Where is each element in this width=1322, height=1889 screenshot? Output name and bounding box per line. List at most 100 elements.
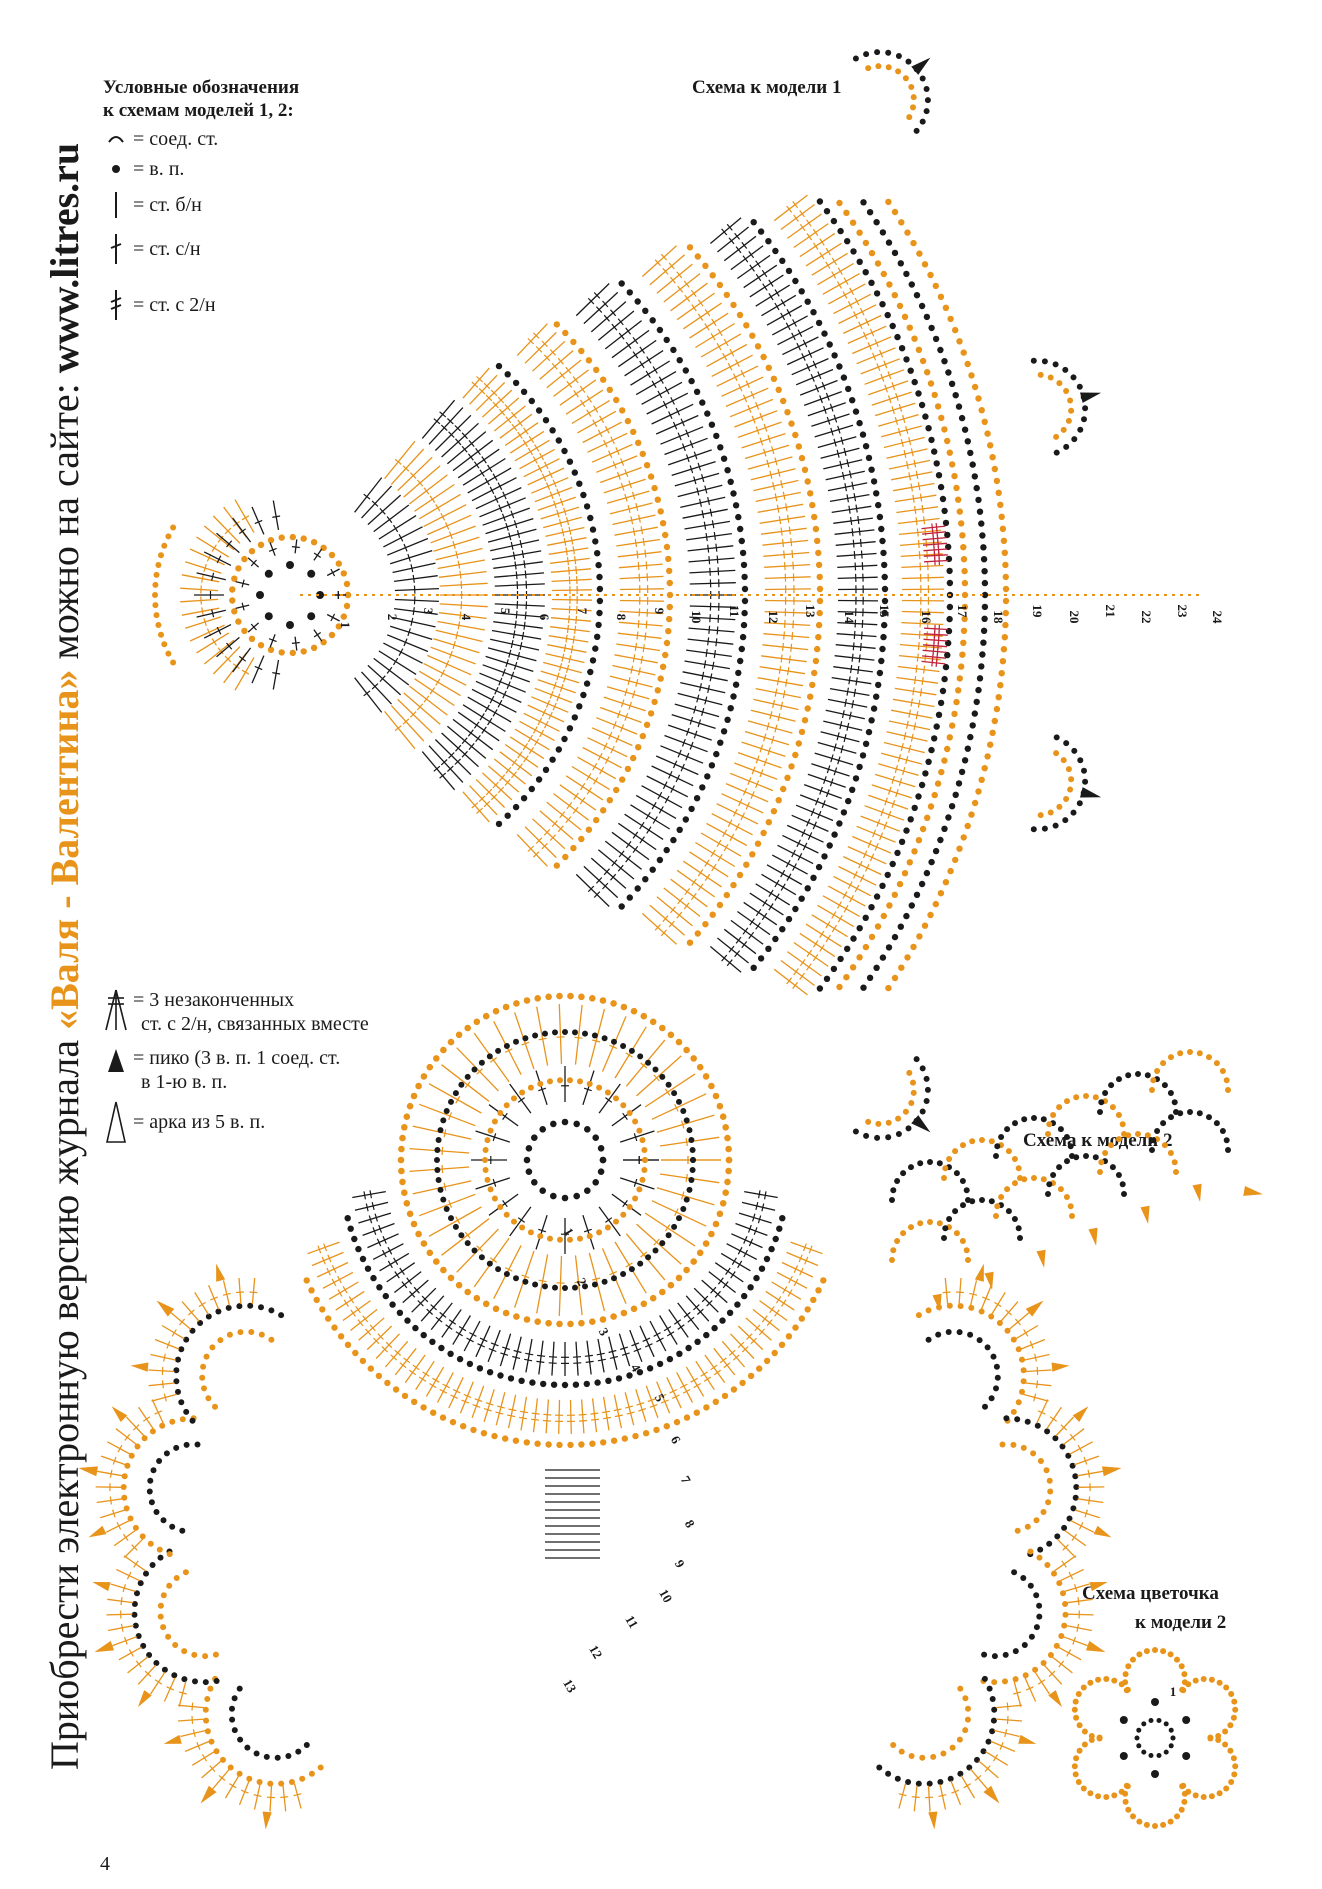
chain-dot [601, 1035, 608, 1042]
stitch-cross [505, 659, 509, 668]
chain-dot [503, 1043, 510, 1049]
stitch-cross [593, 891, 601, 898]
chain-dot [932, 335, 940, 343]
chain-dot [636, 1186, 643, 1193]
stitch-cross [802, 339, 808, 348]
chain-dot [708, 1082, 715, 1090]
stitch [803, 390, 842, 407]
chain-dot [343, 602, 351, 610]
stitch-cross [570, 645, 574, 654]
chain-dot [958, 414, 966, 422]
stitch-cross [133, 1560, 139, 1568]
chain-dot [1228, 1691, 1235, 1697]
stitch-cross [969, 1292, 978, 1296]
stitch-cross [942, 1291, 951, 1294]
chain-dot [267, 537, 275, 544]
chain-dot [434, 1157, 440, 1163]
chain-dot [991, 1653, 998, 1660]
stitch-cross [696, 1308, 704, 1315]
stitch-cross [455, 438, 462, 446]
stitch [437, 559, 486, 570]
chain-dot [863, 51, 870, 58]
stitch [441, 1064, 490, 1102]
chain-dot [495, 1047, 502, 1054]
stitch [591, 443, 633, 463]
stitch [282, 1785, 287, 1812]
chain-dot [860, 984, 867, 991]
stitch-cross [704, 696, 708, 705]
chain-dot [487, 1127, 494, 1134]
stitch [1062, 1636, 1088, 1647]
chain-dot [891, 292, 898, 299]
stitch [430, 1302, 453, 1331]
chain-dot [894, 333, 901, 341]
stitch [807, 402, 846, 417]
stitch [618, 1333, 631, 1367]
stitch [112, 1636, 138, 1647]
stitch [811, 763, 850, 777]
stitch-cross [669, 276, 676, 284]
chain-dot [815, 863, 823, 871]
stitch-cross [371, 500, 379, 507]
stitch-cross [894, 417, 899, 425]
chain-dot [630, 1007, 638, 1015]
stitch [608, 1336, 618, 1370]
stitch [744, 444, 790, 460]
stitch-cross [821, 800, 826, 809]
stitch-cross [461, 432, 468, 440]
stitch-cross [632, 527, 636, 536]
chain-dot [464, 1073, 471, 1080]
stitch [574, 1255, 583, 1316]
stitch-cross [461, 1399, 470, 1404]
stitch [720, 1252, 751, 1272]
chain-dot [191, 1651, 198, 1658]
stitch-cross [915, 470, 919, 479]
stitch-cross [224, 527, 232, 535]
stitch-cross [891, 775, 895, 784]
chain-dot [743, 861, 750, 868]
stitch-cross [348, 1296, 355, 1304]
stitch [402, 1279, 429, 1304]
stitch-cross [578, 1413, 587, 1416]
stitch-cross [610, 436, 615, 445]
stitch-cross [921, 677, 924, 686]
stitch [532, 1398, 539, 1433]
chain-dot [1044, 1428, 1051, 1435]
stitch [269, 1785, 273, 1812]
stitch [354, 677, 383, 713]
chain-dot [937, 836, 944, 844]
chain-dot [437, 1186, 444, 1193]
stitch-cross [926, 631, 928, 640]
chain-dot [396, 1309, 404, 1317]
chain-dot [1064, 1158, 1070, 1165]
stitch-cross [539, 452, 545, 461]
stitch-cross [532, 851, 540, 858]
stitch-cross [488, 1348, 497, 1353]
stitch [619, 1130, 655, 1143]
stitch-cross [935, 658, 938, 667]
stitch-cross [240, 1789, 249, 1794]
stitch-cross [440, 424, 448, 431]
chain-dot [132, 1622, 139, 1629]
stitch [823, 459, 863, 470]
stitch-cross [860, 631, 863, 640]
chain-dot [924, 814, 931, 821]
chain-dot [953, 484, 960, 492]
chain-dot [775, 797, 782, 804]
stitch-cross [955, 1291, 964, 1294]
chain-dot [1010, 1336, 1017, 1343]
chain-dot [913, 127, 920, 134]
stitch [423, 504, 467, 528]
chain-dot [868, 249, 876, 257]
stitch-cross [703, 660, 707, 669]
picot [1089, 1582, 1108, 1592]
stitch-cross [858, 654, 861, 663]
chain-dot [941, 757, 948, 764]
chain-dot [619, 776, 626, 783]
stitch [630, 804, 671, 830]
chain-dot [898, 1748, 905, 1755]
chain-dot [1022, 1672, 1029, 1679]
stitch [499, 751, 533, 777]
stitch [894, 494, 937, 503]
chain-dot [163, 1450, 170, 1457]
